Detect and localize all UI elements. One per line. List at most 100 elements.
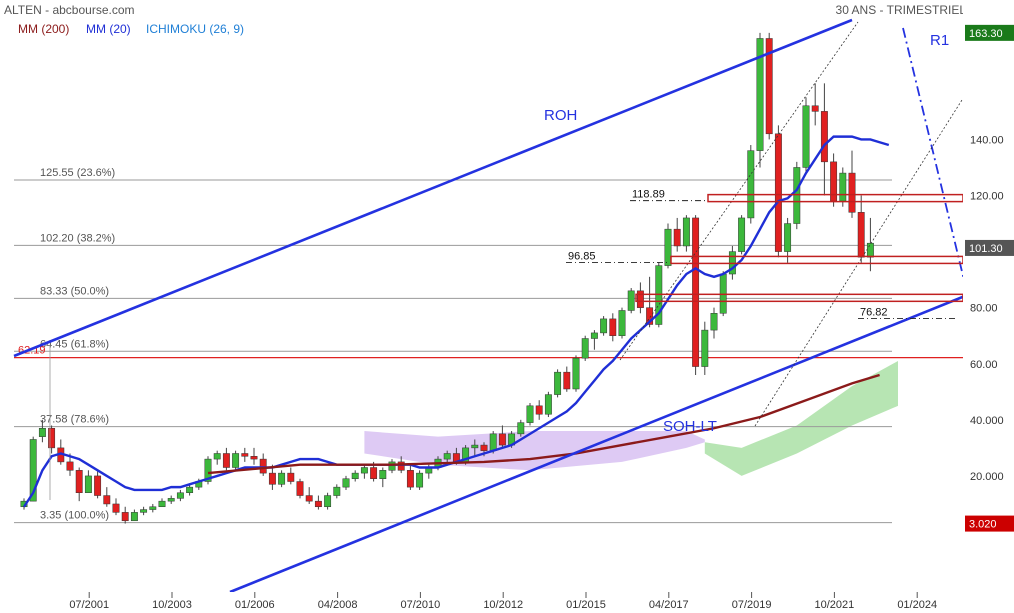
y-tick-label: 120.00: [970, 191, 1004, 203]
candle-body[interactable]: [370, 467, 378, 479]
resistance-zone: [670, 255, 964, 265]
candle-body[interactable]: [241, 453, 249, 457]
candle-body[interactable]: [48, 427, 56, 449]
candle-body[interactable]: [406, 470, 414, 488]
candle-body[interactable]: [784, 223, 792, 252]
support-soh-lt-line: [229, 294, 966, 594]
price-box: [965, 239, 1014, 256]
candle-body[interactable]: [379, 470, 387, 479]
candle-body[interactable]: [213, 453, 221, 460]
candle-body[interactable]: [66, 461, 74, 471]
candle-body[interactable]: [250, 456, 258, 460]
candle-body[interactable]: [140, 509, 148, 513]
candle-body[interactable]: [646, 307, 654, 325]
indicator-mm20[interactable]: MM (20): [86, 22, 131, 36]
chart-title: ALTEN - abcbourse.com: [4, 3, 135, 17]
candle-body[interactable]: [480, 444, 488, 451]
candle-body[interactable]: [259, 458, 267, 474]
candle-body[interactable]: [710, 313, 718, 331]
candle-body[interactable]: [600, 318, 608, 334]
candle-body[interactable]: [498, 433, 506, 446]
candle-body[interactable]: [75, 470, 83, 493]
candle-body[interactable]: [112, 503, 120, 513]
candle-body[interactable]: [287, 472, 295, 482]
candle-body[interactable]: [572, 357, 580, 390]
candle-body[interactable]: [811, 105, 819, 112]
candle-body[interactable]: [756, 38, 764, 151]
candle-body[interactable]: [471, 444, 479, 449]
candle-body[interactable]: [701, 329, 709, 367]
candle-body[interactable]: [416, 472, 424, 488]
candle-body[interactable]: [360, 467, 368, 474]
candle-body[interactable]: [839, 172, 847, 202]
x-tick-label: 01/2006: [235, 599, 275, 611]
candle-body[interactable]: [232, 453, 240, 468]
candle-body[interactable]: [342, 478, 350, 488]
candle-body[interactable]: [554, 371, 562, 395]
candle-body[interactable]: [489, 433, 497, 451]
candle-body[interactable]: [94, 475, 102, 496]
candle-body[interactable]: [581, 338, 589, 359]
candle-body[interactable]: [857, 212, 865, 258]
candle-body[interactable]: [268, 472, 276, 485]
candle-body[interactable]: [590, 332, 598, 339]
candle-body[interactable]: [158, 500, 166, 508]
candle-body[interactable]: [820, 111, 828, 163]
candle-body[interactable]: [636, 290, 644, 308]
candle-body[interactable]: [517, 422, 525, 435]
candle-body[interactable]: [692, 217, 700, 367]
candle-body[interactable]: [176, 492, 184, 499]
candle-body[interactable]: [664, 228, 672, 266]
candle-body[interactable]: [609, 318, 617, 336]
candle-body[interactable]: [673, 228, 681, 247]
candle-body[interactable]: [765, 38, 773, 135]
candle-body[interactable]: [793, 167, 801, 224]
candle-body[interactable]: [305, 495, 313, 502]
candle-body[interactable]: [535, 405, 543, 415]
ichimoku-cloud-bearish: [364, 431, 705, 471]
candle-body[interactable]: [333, 486, 341, 496]
candle-body[interactable]: [443, 453, 451, 460]
candle-body[interactable]: [866, 242, 874, 258]
candle-body[interactable]: [38, 427, 46, 437]
candle-body[interactable]: [738, 217, 746, 252]
indicator-mm200[interactable]: MM (200): [18, 22, 70, 36]
candle-body[interactable]: [29, 439, 37, 502]
ma200-line: [207, 373, 880, 475]
candle-body[interactable]: [544, 394, 552, 415]
candle-body[interactable]: [526, 405, 534, 423]
candle-body[interactable]: [397, 461, 405, 471]
candle-body[interactable]: [848, 172, 856, 213]
candle-body[interactable]: [627, 290, 635, 311]
candle-body[interactable]: [314, 500, 322, 508]
y-tick-label: 60.00: [970, 359, 998, 371]
candle-body[interactable]: [618, 310, 626, 336]
trendline-label: SOH-LT: [663, 418, 717, 435]
candle-body[interactable]: [204, 458, 212, 482]
candle-body[interactable]: [121, 512, 129, 522]
candle-body[interactable]: [774, 133, 782, 252]
channel-upper-line: [619, 21, 859, 361]
candle-body[interactable]: [388, 461, 396, 471]
candle-body[interactable]: [682, 217, 690, 247]
candle-body[interactable]: [351, 472, 359, 479]
chart-subtitle: 30 ANS - TRIMESTRIEL: [835, 3, 966, 17]
candle-body[interactable]: [278, 472, 286, 485]
price-box-label: 101.30: [969, 243, 1003, 255]
candle-body[interactable]: [167, 498, 175, 502]
candle-body[interactable]: [747, 150, 755, 219]
candle-body[interactable]: [130, 512, 138, 522]
fibonacci-label: 64.45 (61.8%): [40, 338, 109, 350]
candle-body[interactable]: [324, 495, 332, 508]
candle-body[interactable]: [84, 475, 92, 493]
candle-body[interactable]: [563, 371, 571, 390]
candle-body[interactable]: [103, 495, 111, 505]
candle-body[interactable]: [296, 481, 304, 496]
indicator-ichimoku[interactable]: ICHIMOKU (26, 9): [146, 22, 245, 36]
candle-body[interactable]: [149, 506, 157, 510]
candle-body[interactable]: [802, 105, 810, 168]
x-tick-label: 04/2017: [649, 599, 689, 611]
candle-body[interactable]: [222, 453, 230, 468]
candle-body[interactable]: [186, 486, 194, 493]
